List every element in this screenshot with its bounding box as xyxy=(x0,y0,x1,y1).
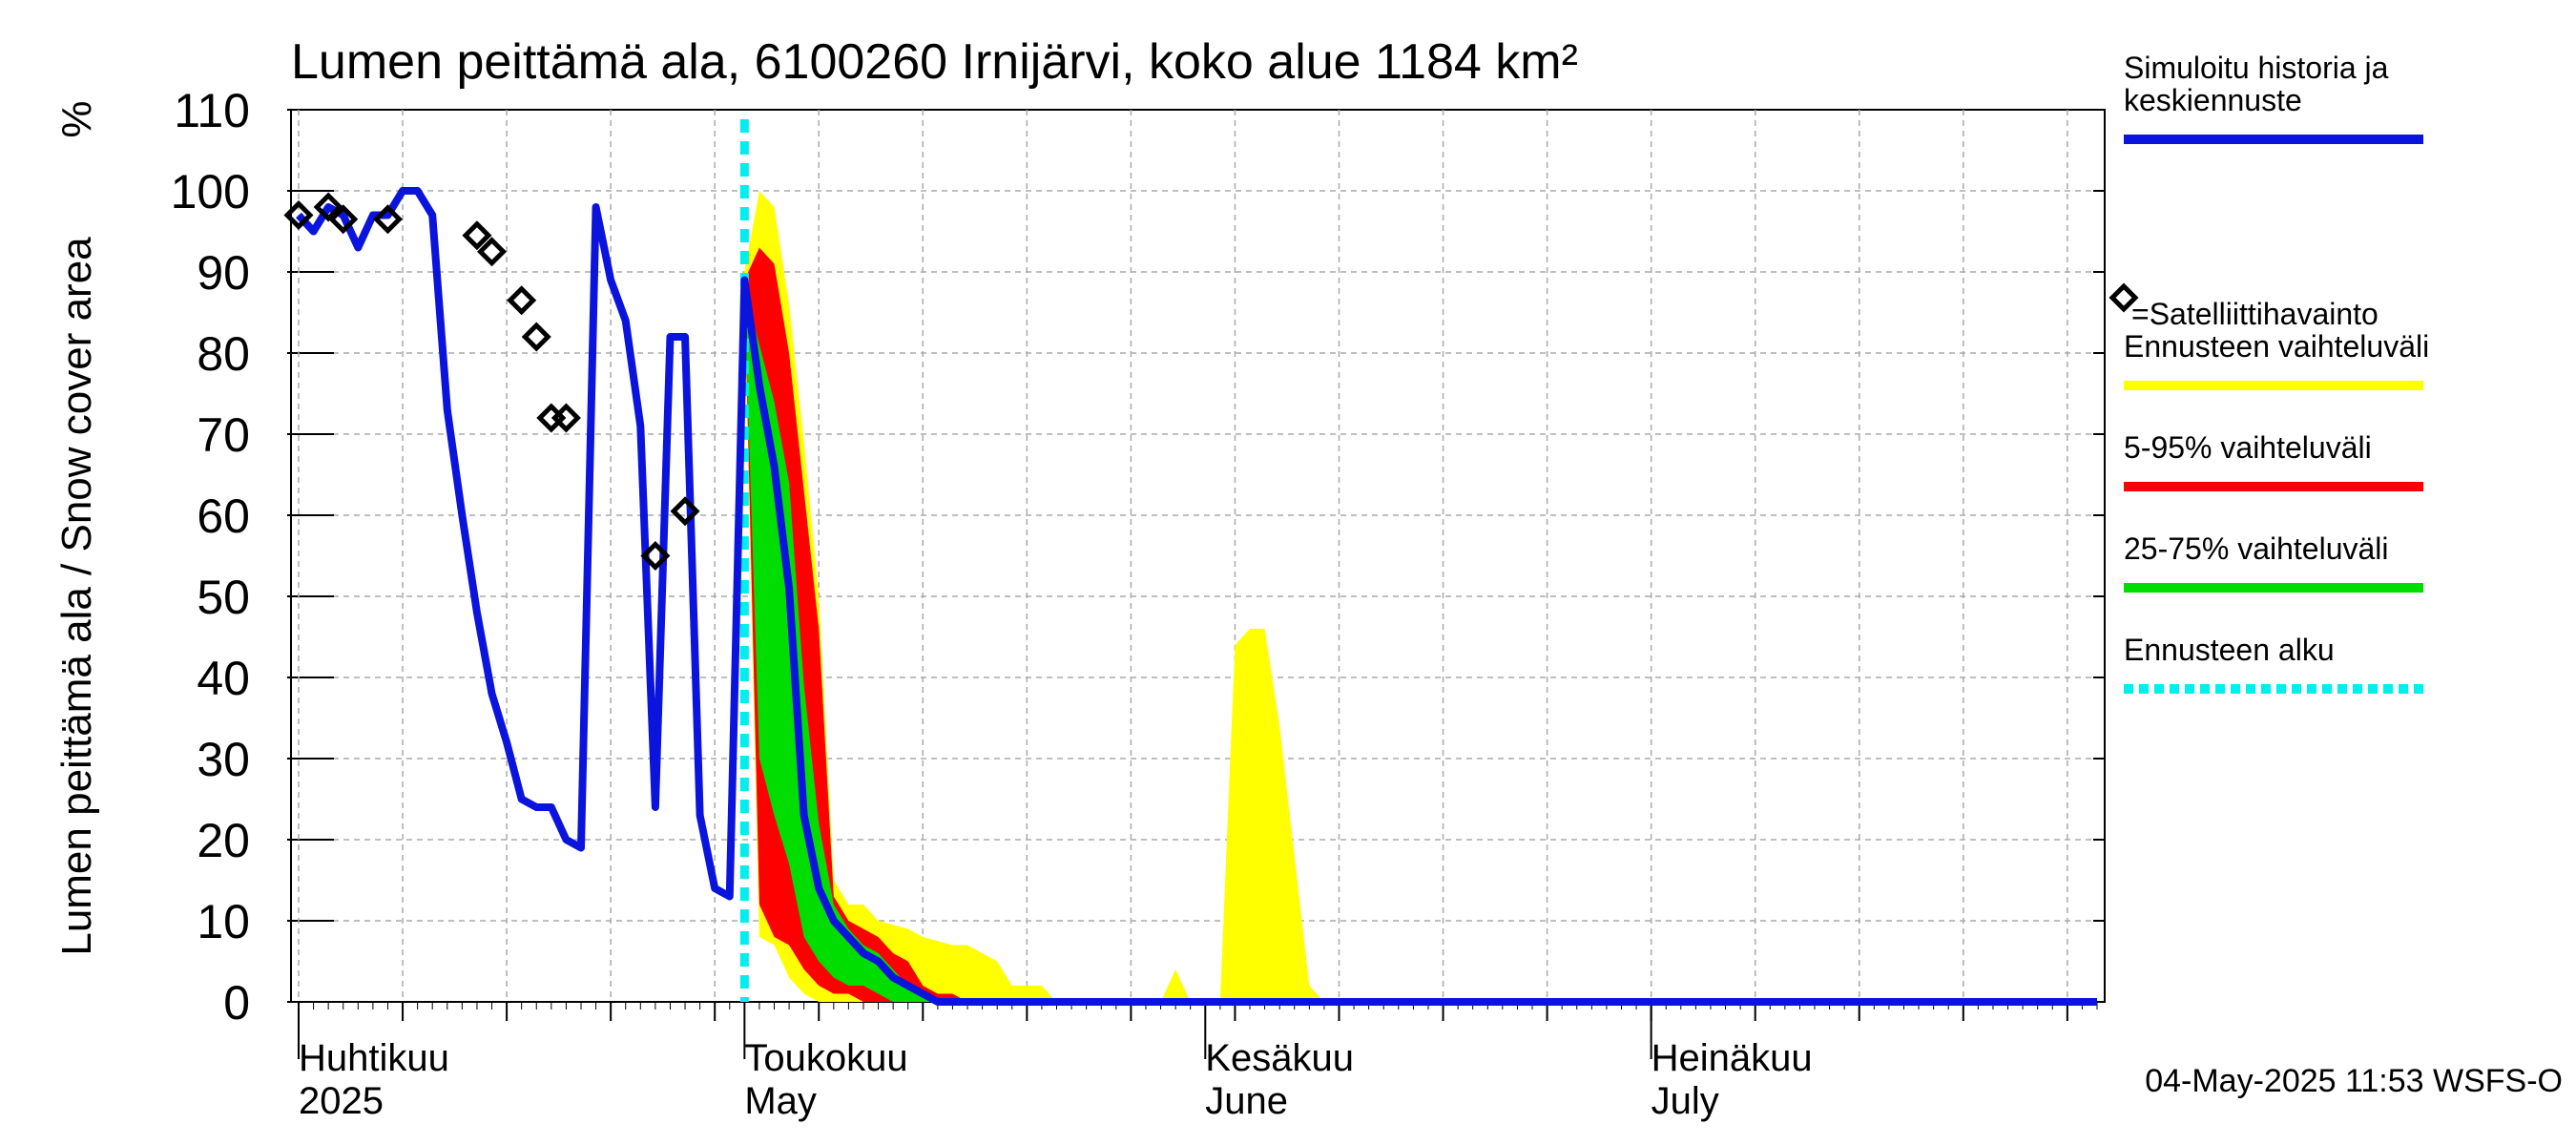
y-tick-label: 70 xyxy=(197,408,250,462)
y-axis-label: Lumen peittämä ala / Snow cover area xyxy=(53,237,100,956)
month-label-en: June xyxy=(1205,1080,1288,1122)
legend-label: =Satelliittihavainto xyxy=(2131,297,2379,331)
y-tick-label: 60 xyxy=(197,489,250,543)
observation-marker xyxy=(521,322,551,352)
legend-label: Ennusteen alku xyxy=(2124,633,2335,667)
y-tick-label: 80 xyxy=(197,327,250,381)
y-tick-label: 110 xyxy=(174,84,250,137)
observation-marker xyxy=(507,285,537,316)
legend-label: 5-95% vaihteluväli xyxy=(2124,430,2372,465)
month-label-fi: Heinäkuu xyxy=(1652,1037,1813,1079)
y-tick-label: 10 xyxy=(197,895,250,948)
observation-marker xyxy=(283,199,314,231)
legend-label: keskiennuste xyxy=(2124,83,2302,117)
month-label-fi: Toukokuu xyxy=(744,1037,907,1079)
legend-observation-marker xyxy=(2109,282,2139,313)
observation-marker xyxy=(670,496,700,527)
observation-marker xyxy=(551,403,581,433)
y-tick-label: 20 xyxy=(197,814,250,867)
month-label-en: 2025 xyxy=(299,1080,384,1122)
observation-marker xyxy=(640,540,671,572)
observation-marker xyxy=(476,237,508,267)
observation-marker xyxy=(328,204,359,235)
observation-marker xyxy=(313,192,343,222)
month-label-en: May xyxy=(744,1080,817,1122)
y-tick-label: 30 xyxy=(197,733,250,786)
observation-marker xyxy=(462,220,492,251)
timestamp-label: 04-May-2025 11:53 WSFS-O xyxy=(2145,1063,2563,1099)
month-label-fi: Kesäkuu xyxy=(1205,1037,1354,1079)
legend-label: 25-75% vaihteluväli xyxy=(2124,531,2389,566)
y-unit-label: % xyxy=(53,100,100,137)
y-tick-label: 40 xyxy=(197,652,250,705)
y-tick-label: 100 xyxy=(171,165,250,219)
y-tick-label: 50 xyxy=(197,571,250,624)
chart-title: Lumen peittämä ala, 6100260 Irnijärvi, k… xyxy=(291,34,1578,90)
y-tick-label: 90 xyxy=(197,246,250,300)
legend-label: Simuloitu historia ja xyxy=(2124,51,2389,85)
history-line xyxy=(296,187,2097,1006)
month-label-fi: Huhtikuu xyxy=(299,1037,449,1079)
legend-label: Ennusteen vaihteluväli xyxy=(2124,329,2429,364)
observation-marker xyxy=(372,204,404,235)
month-label-en: July xyxy=(1652,1080,1719,1122)
y-tick-label: 0 xyxy=(223,976,250,1030)
